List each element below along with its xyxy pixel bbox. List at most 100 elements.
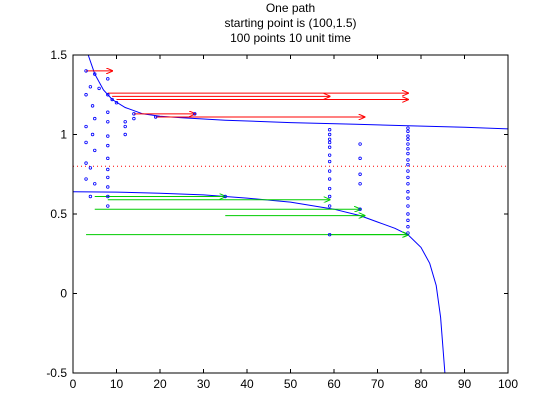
data-point-12 — [93, 182, 97, 186]
data-point-28 — [106, 204, 110, 208]
data-point-34 — [132, 116, 136, 121]
data-point-33 — [132, 112, 136, 116]
data-point-51 — [358, 142, 362, 146]
data-point-44 — [327, 159, 332, 164]
data-point-0 — [84, 69, 88, 73]
data-point-6 — [90, 132, 95, 137]
data-point-18 — [110, 97, 114, 102]
data-point-25 — [106, 175, 110, 180]
data-point-14 — [93, 72, 97, 76]
data-point-62 — [406, 151, 410, 156]
data-point-16 — [106, 77, 110, 81]
x-tick-label-4: 40 — [240, 377, 254, 391]
data-point-40 — [327, 137, 332, 141]
data-point-24 — [106, 167, 110, 172]
data-point-47 — [327, 186, 332, 191]
data-point-58 — [406, 134, 410, 138]
data-point-60 — [406, 142, 410, 146]
y-tick-label-0: -0.5 — [46, 366, 67, 380]
data-point-64 — [406, 163, 410, 167]
data-point-52 — [358, 156, 362, 161]
data-point-36 — [193, 112, 197, 116]
data-point-2 — [84, 93, 88, 97]
lower-curve — [72, 191, 446, 374]
data-point-46 — [327, 177, 332, 181]
data-point-31 — [123, 124, 127, 129]
data-point-41 — [327, 140, 332, 145]
data-point-39 — [327, 132, 332, 137]
x-tick-label-2: 20 — [153, 377, 167, 391]
data-point-54 — [358, 182, 362, 186]
y-tick-label-3: 1 — [60, 128, 67, 142]
data-point-37 — [223, 194, 227, 199]
x-tick-label-1: 10 — [110, 377, 124, 391]
x-tick-label-7: 70 — [371, 377, 385, 391]
chart-title-line-2: starting point is (100,1.5) — [224, 16, 357, 30]
data-point-38 — [327, 128, 332, 132]
data-point-32 — [123, 132, 127, 137]
data-point-49 — [327, 204, 332, 208]
data-point-13 — [88, 194, 93, 199]
data-point-26 — [106, 185, 110, 189]
plot-area — [73, 55, 508, 373]
data-point-74 — [406, 231, 410, 235]
x-tick-label-9: 90 — [458, 377, 472, 391]
data-point-73 — [406, 225, 410, 229]
data-point-61 — [406, 147, 410, 151]
x-tick-label-8: 80 — [414, 377, 428, 391]
data-point-17 — [106, 93, 110, 97]
x-tick-label-3: 30 — [197, 377, 211, 391]
data-point-59 — [406, 137, 410, 141]
data-point-5 — [84, 124, 88, 129]
data-point-70 — [406, 204, 410, 208]
data-point-20 — [106, 120, 110, 124]
x-tick-label-0: 0 — [70, 377, 77, 391]
data-point-67 — [406, 182, 410, 186]
data-point-9 — [84, 161, 88, 165]
data-point-27 — [106, 194, 110, 199]
data-point-1 — [88, 85, 93, 89]
y-tick-label-4: 1.5 — [50, 48, 67, 62]
data-point-15 — [97, 86, 101, 91]
data-point-22 — [106, 143, 110, 148]
y-tick-label-1: 0 — [60, 287, 67, 301]
data-point-8 — [93, 148, 97, 153]
data-point-69 — [406, 196, 410, 200]
ticks-layer: 0 10 20 30 40 50 60 70 80 90 100-0.500.511.5 — [46, 48, 518, 391]
data-point-4 — [93, 116, 97, 121]
data-point-63 — [406, 158, 410, 162]
data-point-7 — [84, 140, 88, 145]
data-point-21 — [106, 134, 110, 138]
data-point-45 — [327, 169, 332, 173]
data-point-11 — [84, 177, 88, 181]
data-point-23 — [106, 156, 110, 161]
x-tick-label-10: 100 — [498, 377, 518, 391]
data-point-35 — [153, 115, 158, 119]
data-point-55 — [358, 207, 362, 211]
data-point-10 — [88, 166, 93, 170]
data-point-43 — [327, 153, 332, 157]
data-point-19 — [106, 110, 110, 114]
data-point-50 — [327, 232, 332, 237]
data-point-68 — [406, 190, 410, 194]
data-point-42 — [327, 145, 332, 149]
x-tick-label-5: 50 — [284, 377, 298, 391]
data-point-48 — [327, 194, 332, 199]
data-point-71 — [406, 212, 410, 216]
data-point-3 — [90, 104, 95, 108]
data-point-65 — [406, 169, 410, 173]
data-point-30 — [123, 120, 127, 124]
x-tick-label-6: 60 — [327, 377, 341, 391]
points-layer — [84, 69, 410, 237]
y-tick-label-2: 0.5 — [50, 207, 67, 221]
arrows-layer — [86, 71, 408, 235]
chart-title-line-1: One path — [265, 1, 316, 15]
data-point-66 — [406, 175, 410, 180]
data-point-29 — [114, 100, 119, 105]
data-point-72 — [406, 218, 410, 223]
data-point-56 — [406, 126, 410, 130]
data-point-57 — [406, 129, 410, 134]
data-point-53 — [358, 172, 362, 176]
chart-title-line-3: 100 points 10 unit time — [230, 31, 351, 45]
